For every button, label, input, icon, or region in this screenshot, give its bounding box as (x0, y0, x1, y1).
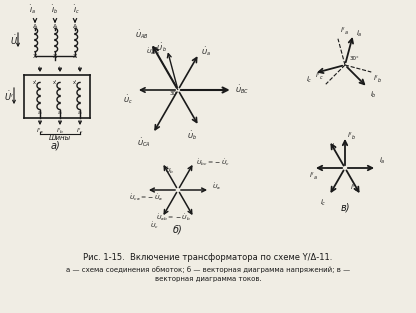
Text: $\dot{I}_a$: $\dot{I}_a$ (29, 3, 35, 16)
Text: $\dot{U}_{BC}$: $\dot{U}_{BC}$ (235, 84, 248, 96)
Text: a: a (78, 110, 82, 115)
Text: $I'_a$: $I'_a$ (36, 126, 44, 136)
Text: $i_c$: $i_c$ (320, 198, 327, 208)
Text: X: X (53, 54, 57, 59)
Text: $i_c$: $i_c$ (77, 64, 83, 73)
Text: $\dot{U}$: $\dot{U}$ (10, 33, 18, 47)
Text: 30°: 30° (350, 56, 360, 61)
Text: $\dot{U}_{ab}=-\dot{U}_b$: $\dot{U}_{ab}=-\dot{U}_b$ (156, 213, 191, 223)
Text: $-\dot{U}_b$: $-\dot{U}_b$ (151, 41, 167, 54)
Text: а): а) (50, 140, 60, 150)
Text: $i'_c$: $i'_c$ (315, 71, 324, 82)
Text: $i_a$: $i_a$ (379, 156, 386, 166)
Text: Шины: Шины (49, 135, 71, 141)
Text: $i'_b$: $i'_b$ (347, 131, 356, 141)
Text: $i'_a$: $i'_a$ (340, 26, 349, 37)
Text: $i_b$: $i_b$ (57, 64, 63, 73)
Text: a: a (58, 110, 62, 115)
Text: $I'_b$: $I'_b$ (56, 126, 64, 136)
Text: в): в) (340, 202, 350, 212)
Text: x': x' (33, 80, 37, 85)
Text: A: A (53, 24, 57, 29)
Text: $\dot{U}'$: $\dot{U}'$ (4, 89, 14, 103)
Text: $\dot{U}_b$: $\dot{U}_b$ (165, 165, 174, 176)
Text: X: X (73, 54, 77, 59)
Text: $\dot{U}_a$: $\dot{U}_a$ (212, 182, 221, 192)
Text: A: A (33, 24, 37, 29)
Text: $i_a$: $i_a$ (356, 29, 363, 39)
Text: $\dot{I}_b$: $\dot{I}_b$ (50, 3, 57, 16)
Text: $i_c$: $i_c$ (305, 75, 312, 85)
Text: a: a (38, 110, 42, 115)
Text: $i_a$: $i_a$ (37, 64, 43, 73)
Text: б): б) (173, 224, 183, 234)
Text: X: X (33, 54, 37, 59)
Text: $\dot{U}_{AB}$: $\dot{U}_{AB}$ (135, 28, 149, 41)
Text: $I'_c$: $I'_c$ (76, 126, 84, 136)
Text: $\dot{U}_{bc}=-\dot{U}_c$: $\dot{U}_{bc}=-\dot{U}_c$ (196, 157, 230, 167)
Text: A: A (73, 24, 77, 29)
Text: $i'_c$: $i'_c$ (350, 182, 359, 194)
Text: $i_b$: $i_b$ (370, 90, 376, 100)
Text: x': x' (73, 80, 77, 85)
Text: $i'_b$: $i'_b$ (373, 74, 382, 85)
Text: $\dot{U}_b$: $\dot{U}_b$ (187, 129, 197, 142)
Text: $i'_a$: $i'_a$ (309, 171, 317, 182)
Text: $i_b$: $i_b$ (331, 142, 338, 152)
Text: а — схема соединения обмоток; б — векторная диаграмма напряжений; в —: а — схема соединения обмоток; б — вектор… (66, 267, 350, 274)
Text: $\dot{U}_a$: $\dot{U}_a$ (201, 45, 211, 58)
Text: $\dot{U}_c$: $\dot{U}_c$ (150, 221, 159, 231)
Text: $\dot{U}_{a,b}$: $\dot{U}_{a,b}$ (146, 47, 160, 56)
Text: $\dot{U}_{ca}=-\dot{U}_a$: $\dot{U}_{ca}=-\dot{U}_a$ (129, 193, 163, 203)
Text: Рис. 1-15.  Включение трансформатора по схеме Y/Δ-11.: Рис. 1-15. Включение трансформатора по с… (83, 254, 333, 263)
Text: $\dot{U}_c$: $\dot{U}_c$ (123, 93, 133, 106)
Text: x': x' (53, 80, 57, 85)
Text: векторная диаграмма токов.: векторная диаграмма токов. (155, 276, 261, 282)
Text: $\dot{I}_c$: $\dot{I}_c$ (73, 3, 79, 16)
Text: 30°: 30° (170, 91, 180, 96)
Text: $\dot{U}_{CA}$: $\dot{U}_{CA}$ (137, 136, 151, 149)
